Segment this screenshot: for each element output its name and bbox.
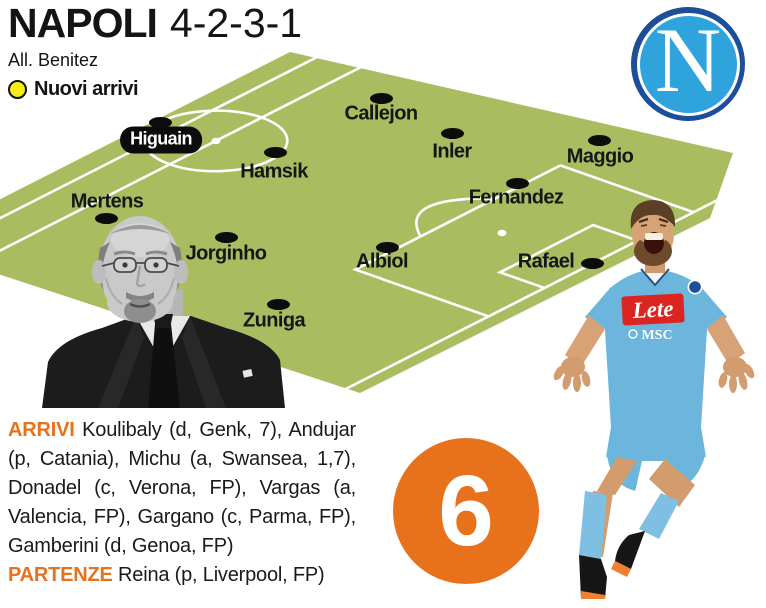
legend-label: Nuovi arrivi xyxy=(34,78,139,100)
club-logo-inner: N xyxy=(636,9,740,116)
club-logo: N xyxy=(631,7,745,121)
player-dot xyxy=(580,257,604,269)
player-label: Callejon xyxy=(344,102,419,125)
hair xyxy=(630,200,676,229)
header: NAPOLI 4-2-3-1 All. Benitez Nuovi arrivi xyxy=(8,2,302,101)
player-dot xyxy=(369,92,393,104)
pitch-left-line xyxy=(0,41,349,265)
formation-label: 4-2-3-1 xyxy=(169,0,303,46)
player-dot xyxy=(505,177,529,189)
player-label: Albiol xyxy=(356,250,409,273)
player-label: Fernandez xyxy=(468,186,564,209)
player-label: Maggio xyxy=(566,145,634,168)
transfer-line: Valencia, FP), Gargano (c, Parma, FP), xyxy=(8,506,356,528)
transfer-line: Donadel (c, Verona, FP), Vargas (a, xyxy=(8,477,356,499)
left-hand xyxy=(553,357,591,392)
new-arrival-dot-icon xyxy=(8,80,27,99)
player-label: Hamsik xyxy=(240,160,308,183)
player-dot xyxy=(214,231,238,243)
higuain-photo: Lete MSC xyxy=(553,200,755,599)
player-dot xyxy=(375,241,399,253)
coach-label: All. Benitez xyxy=(8,50,99,70)
player-label: Rafael xyxy=(517,250,575,273)
sponsor-lete-text: Lete xyxy=(631,296,674,323)
team-name: NAPOLI xyxy=(8,0,158,46)
benitez-photo xyxy=(42,216,285,408)
transfer-line: (p, Catania), Michu (a, Swansea, 1,7), xyxy=(8,448,356,470)
stat-badge: 6 xyxy=(393,438,539,584)
player-label: Inler xyxy=(432,140,472,163)
page-title: NAPOLI 4-2-3-1 xyxy=(8,2,302,44)
shirt-crest xyxy=(689,281,701,293)
player-dot xyxy=(440,127,464,139)
player-label: Zuniga xyxy=(243,309,306,332)
left-sock xyxy=(579,491,607,559)
penalty-spot xyxy=(497,229,507,237)
player-dot xyxy=(266,298,290,310)
transfer-line: ARRIVI Koulibaly (d, Genk, 7), Andujar xyxy=(8,419,356,441)
center-spot xyxy=(211,137,221,145)
transfer-line: Gamberini (d, Genoa, FP) xyxy=(8,535,234,557)
player-dot xyxy=(148,116,172,128)
sponsor-panel xyxy=(621,293,685,326)
penalty-arc xyxy=(391,188,495,236)
player-label: Jorginho xyxy=(185,242,267,265)
partenze-label: PARTENZE xyxy=(8,564,113,586)
player-dot xyxy=(587,134,611,146)
right-sock xyxy=(639,493,679,539)
player-label: Higuain xyxy=(120,126,202,154)
goal-line xyxy=(310,183,752,407)
tie xyxy=(148,324,180,408)
pitch-lines xyxy=(0,35,752,407)
club-logo-letter: N xyxy=(654,9,722,111)
new-arrivals-legend: Nuovi arrivi xyxy=(8,78,302,101)
penalty-box xyxy=(355,165,693,316)
player-label: Mertens xyxy=(70,190,144,213)
transfers-block: ARRIVI Koulibaly (d, Genk, 7), Andujar (… xyxy=(8,416,356,590)
player-dot xyxy=(94,212,118,224)
player-dot xyxy=(263,146,287,158)
stat-badge-value: 6 xyxy=(438,455,494,567)
transfer-line: PARTENZE Reina (p, Liverpool, FP) xyxy=(8,564,325,586)
halfway-line xyxy=(0,54,386,278)
arrivi-label: ARRIVI xyxy=(8,419,75,441)
sponsor-msc-text: MSC xyxy=(641,328,672,343)
goal-box xyxy=(500,225,638,288)
right-hand xyxy=(718,357,755,393)
